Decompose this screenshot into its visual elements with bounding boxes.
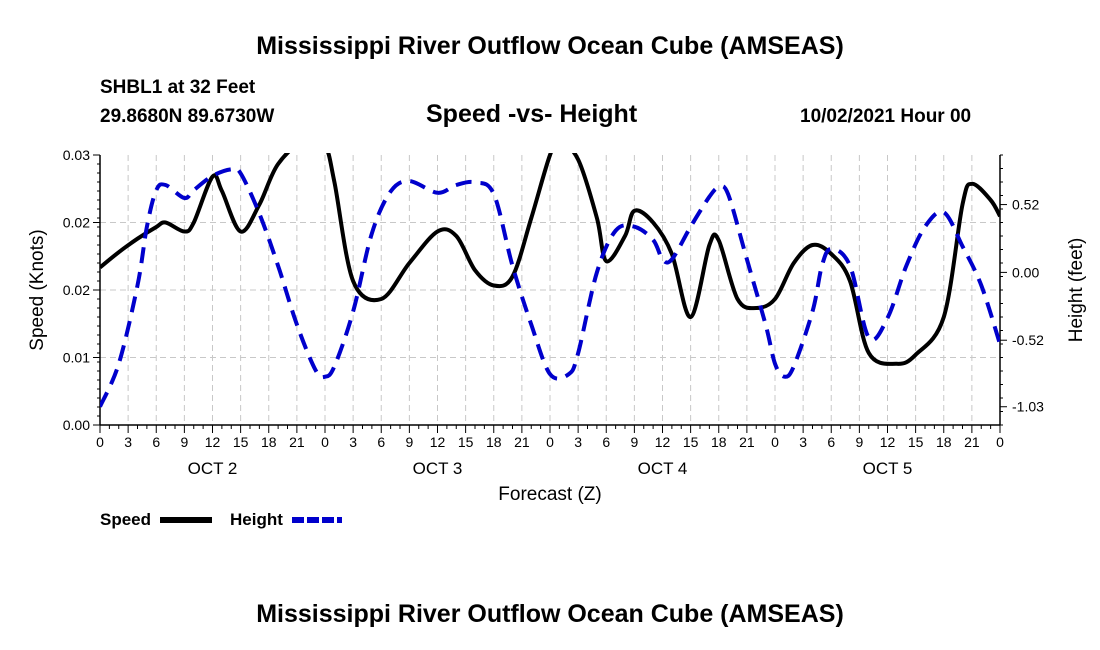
y-left-axis-title: Speed (Knots) [27, 229, 48, 350]
x-tick-label: 12 [205, 434, 221, 450]
x-tick-label: 6 [377, 434, 385, 450]
x-tick-label: 0 [96, 434, 104, 450]
chart-subtitle: Speed -vs- Height [426, 100, 638, 128]
chart-title-bottom: Mississippi River Outflow Ocean Cube (AM… [256, 600, 844, 628]
x-tick-label: 15 [908, 434, 924, 450]
y-right-tick-label: 0.52 [1012, 197, 1039, 213]
speed-series-line [100, 153, 1000, 366]
y-right-tick-label: -1.03 [1012, 399, 1044, 415]
x-tick-label: 15 [233, 434, 249, 450]
coordinates-label: 29.8680N 89.6730W [100, 106, 275, 127]
y-left-tick-label: 0.00 [63, 417, 90, 433]
x-tick-label: 0 [546, 434, 554, 450]
x-tick-label: 18 [711, 434, 727, 450]
x-tick-label: 12 [655, 434, 671, 450]
y-left-tick-label: 0.02 [63, 215, 90, 231]
day-label: OCT 3 [413, 459, 463, 478]
day-label: OCT 5 [863, 459, 913, 478]
station-label: SHBL1 at 32 Feet [100, 77, 256, 98]
height-series-line [100, 166, 1000, 408]
y-left-tick-label: 0.01 [63, 350, 90, 366]
y-right-tick-label: -0.52 [1012, 332, 1044, 348]
x-tick-label: 3 [124, 434, 132, 450]
x-tick-label: 9 [405, 434, 413, 450]
x-tick-label: 18 [936, 434, 952, 450]
x-tick-label: 15 [458, 434, 474, 450]
x-tick-label: 0 [321, 434, 329, 450]
legend-label-speed: Speed [100, 510, 151, 529]
x-tick-label: 21 [964, 434, 980, 450]
y-right-tick-label: 0.00 [1012, 264, 1039, 280]
x-tick-label: 0 [771, 434, 779, 450]
x-tick-label: 6 [602, 434, 610, 450]
x-tick-label: 12 [430, 434, 446, 450]
x-tick-label: 3 [349, 434, 357, 450]
y-left-tick-label: 0.03 [63, 147, 90, 163]
x-tick-label: 9 [180, 434, 188, 450]
chart-title-top: Mississippi River Outflow Ocean Cube (AM… [256, 32, 844, 60]
x-tick-label: 15 [683, 434, 699, 450]
x-tick-label: 3 [574, 434, 582, 450]
x-tick-label: 6 [152, 434, 160, 450]
y-left-tick-label: 0.02 [63, 282, 90, 298]
x-tick-label: 21 [289, 434, 305, 450]
x-tick-label: 18 [486, 434, 502, 450]
day-label: OCT 4 [638, 459, 688, 478]
legend-label-height: Height [230, 510, 283, 529]
x-tick-label: 21 [514, 434, 530, 450]
x-tick-label: 18 [261, 434, 277, 450]
day-label: OCT 2 [188, 459, 238, 478]
x-tick-label: 12 [880, 434, 896, 450]
x-tick-label: 9 [630, 434, 638, 450]
forecast-datetime: 10/02/2021 Hour 00 [800, 106, 972, 127]
x-tick-label: 6 [827, 434, 835, 450]
x-tick-label: 0 [996, 434, 1004, 450]
x-tick-label: 9 [855, 434, 863, 450]
x-tick-label: 21 [739, 434, 755, 450]
x-tick-label: 3 [799, 434, 807, 450]
y-right-axis-title: Height (feet) [1066, 238, 1087, 343]
x-axis-title: Forecast (Z) [498, 484, 601, 505]
